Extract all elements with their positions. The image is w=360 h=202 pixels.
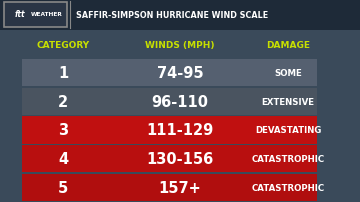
Bar [4, 3, 67, 28]
Bar [22, 59, 317, 86]
Text: CATASTROPHIC: CATASTROPHIC [251, 183, 325, 192]
Text: 157+: 157+ [159, 180, 201, 195]
Bar [22, 117, 317, 144]
Text: 111-129: 111-129 [147, 123, 213, 138]
Bar [22, 145, 317, 173]
Text: 3: 3 [58, 123, 68, 138]
Text: 1: 1 [58, 65, 68, 80]
Text: 96-110: 96-110 [152, 94, 208, 109]
Text: CATEGORY: CATEGORY [36, 40, 90, 49]
Text: SAFFIR-SIMPSON HURRICANE WIND SCALE: SAFFIR-SIMPSON HURRICANE WIND SCALE [76, 11, 268, 20]
Text: 130-156: 130-156 [147, 152, 213, 166]
Text: DEVASTATING: DEVASTATING [255, 126, 321, 135]
Bar [22, 31, 317, 59]
Text: 2: 2 [58, 94, 68, 109]
Bar [22, 88, 317, 115]
Text: SOME: SOME [274, 68, 302, 77]
Text: 74-95: 74-95 [157, 65, 203, 80]
Text: 4: 4 [58, 152, 68, 166]
Bar [0, 0, 360, 31]
Text: WINDS (MPH): WINDS (MPH) [145, 40, 215, 49]
Text: ftt: ftt [14, 10, 25, 19]
Text: DAMAGE: DAMAGE [266, 40, 310, 49]
Text: EXTENSIVE: EXTENSIVE [261, 97, 315, 106]
Text: WEATHER: WEATHER [31, 12, 62, 17]
Bar [22, 174, 317, 201]
Text: CATASTROPHIC: CATASTROPHIC [251, 155, 325, 163]
Text: 5: 5 [58, 180, 68, 195]
